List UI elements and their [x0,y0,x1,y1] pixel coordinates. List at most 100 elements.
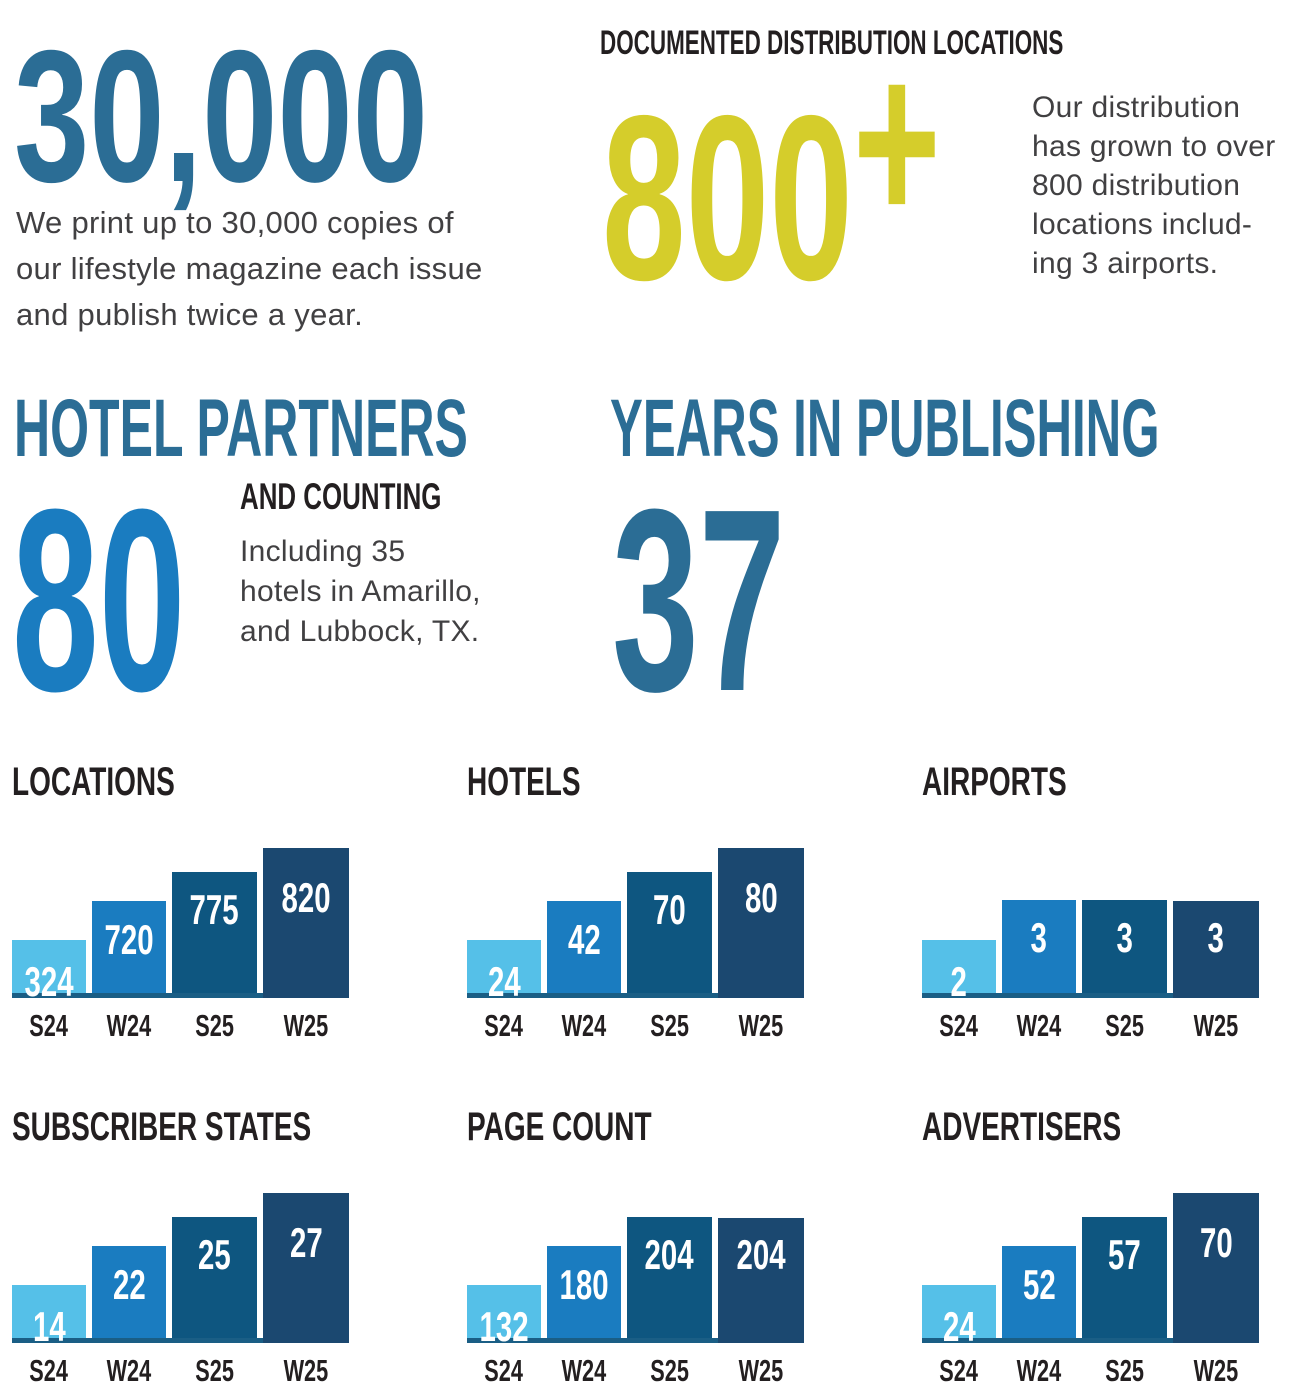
x-axis-label-s25: S25 [627,1008,712,1044]
years-heading: YEARS IN PUBLISHING [610,383,1160,474]
chart-axis-line [922,1338,1259,1343]
bar-page-count-s24: 132 [467,1285,541,1347]
x-axis-label-text: W25 [283,1353,329,1388]
bar-value-text: 25 [198,1231,231,1278]
chart-advertisers: ADVERTISERS 24 52 57 70 S24 W24 S25 W25 [922,1105,1259,1389]
bar-value-text: 204 [644,1231,695,1278]
chart-axis-line [12,993,349,998]
chart-page-count: PAGE COUNT 132 180 204 204 S24 W24 S25 W25 [467,1105,804,1389]
x-axis-label-text: W25 [738,1008,784,1043]
bar-value-label: 25 [172,1217,257,1279]
x-axis-label-s25: S25 [627,1353,712,1389]
bar-value-text: 14 [32,1303,66,1350]
distribution-stat-value: 800 [602,66,853,329]
x-axis-label-w25: W25 [718,1353,804,1389]
bar-value-text: 70 [653,886,686,933]
copies-stat-description: We print up to 30,000 copies of our life… [16,205,483,332]
bar-value-text: 180 [559,1261,609,1308]
bar-page-count-s25: 204 [627,1217,712,1338]
x-axis-label-s25: S25 [1082,1008,1167,1044]
chart-axis-line [922,993,1259,998]
x-axis-label-w25: W25 [718,1008,804,1044]
bar-value-text: 775 [189,886,240,933]
copies-stat-number-wrap: 30,000 [14,8,589,224]
bar-hotels-s25: 70 [627,872,712,993]
x-axis-label-text: S25 [650,1008,689,1043]
chart-title-wrap: ADVERTISERS [922,1105,1259,1147]
distribution-heading: DOCUMENTED DISTRIBUTION LOCATIONS [600,24,1064,62]
x-axis-label-s24: S24 [12,1008,86,1044]
chart-title-wrap: HOTELS [467,760,804,802]
copies-stat-number: 30,000 [14,11,429,221]
and-counting-label: AND COUNTING [240,476,442,517]
bar-advertisers-s25: 57 [1082,1217,1167,1338]
x-axis-label-w25: W25 [263,1353,349,1389]
x-axis-label-w25: W25 [263,1008,349,1044]
bar-value-text: 3 [1030,914,1048,961]
x-axis-label-text: S25 [195,1353,234,1388]
bar-hotels-w25: 80 [718,848,804,998]
chart-title-wrap: AIRPORTS [922,760,1259,802]
x-axis-label-text: W25 [283,1008,329,1043]
x-axis-label-s24: S24 [467,1353,541,1389]
bar-value-text: 42 [567,916,601,963]
distribution-stat-number: 800+ [602,24,941,315]
x-axis-label-s24: S24 [922,1008,996,1044]
x-axis-label-w24: W24 [547,1353,621,1389]
chart-title-locations: LOCATIONS [12,760,175,804]
bar-value-text: 3 [1207,914,1225,961]
bar-value-text: 820 [281,874,331,921]
bar-advertisers-w25: 70 [1173,1193,1259,1343]
x-axis-label-w24: W24 [92,1353,166,1389]
hotel-partners-heading: HOTEL PARTNERS [14,383,468,474]
x-axis-label-text: W25 [1193,1353,1239,1388]
bar-locations-s24: 324 [12,940,86,1002]
bar-value-label: 720 [92,901,166,964]
distribution-heading-wrap: DOCUMENTED DISTRIBUTION LOCATIONS [600,24,1302,63]
chart-axis-line [12,1338,349,1343]
bar-value-label: 27 [263,1193,349,1267]
x-axis-label-s25: S25 [1082,1353,1167,1389]
bar-value-text: 720 [104,916,154,963]
bar-value-label: 132 [467,1285,541,1351]
x-axis-label-text: S24 [939,1008,979,1043]
bar-value-label: 180 [547,1246,621,1309]
bar-value-text: 27 [289,1219,323,1266]
bar-value-label: 3 [1002,900,1076,962]
chart-title-subscriber-states: SUBSCRIBER STATES [12,1105,312,1149]
years-number-wrap: 37 [612,452,901,751]
x-axis-label-text: S25 [1105,1008,1144,1043]
years-number: 37 [612,456,786,746]
x-axis-label-w24: W24 [1002,1353,1076,1389]
chart-title-wrap: LOCATIONS [12,760,349,804]
x-axis-label-s24: S24 [922,1353,996,1389]
bar-value-label: 80 [718,848,804,922]
bar-value-label: 3 [1082,900,1167,962]
bar-value-label: 324 [12,940,86,1006]
hotel-partners-number-wrap: 80 [12,452,301,751]
bar-value-label: 775 [172,872,257,934]
x-axis-label-text: W25 [738,1353,784,1388]
chart-bars: 324 720 775 820 [12,848,349,1002]
bar-value-label: 204 [627,1217,712,1279]
bar-subscriber-states-s24: 14 [12,1285,86,1347]
x-axis-label-text: W24 [106,1353,152,1388]
bar-value-label: 24 [467,940,541,1006]
x-axis-label-text: S24 [484,1008,524,1043]
chart-x-labels: S24 W24 S25 W25 [467,1008,804,1044]
x-axis-label-text: S24 [484,1353,524,1388]
bar-value-label: 42 [547,901,621,964]
bar-value-label: 70 [1173,1193,1259,1267]
chart-bars: 24 52 57 70 [922,1193,1259,1347]
bar-value-label: 14 [12,1285,86,1351]
bar-value-label: 57 [1082,1217,1167,1279]
bar-locations-w24: 720 [92,901,166,993]
bar-value-label: 52 [1002,1246,1076,1309]
chart-axis-line [467,1338,804,1343]
bar-value-text: 22 [112,1261,146,1308]
distribution-stat-number-wrap: 800+ [602,24,1131,333]
chart-x-labels: S24 W24 S25 W25 [12,1353,349,1389]
bar-value-text: 24 [487,958,521,1005]
bar-value-label: 70 [627,872,712,934]
